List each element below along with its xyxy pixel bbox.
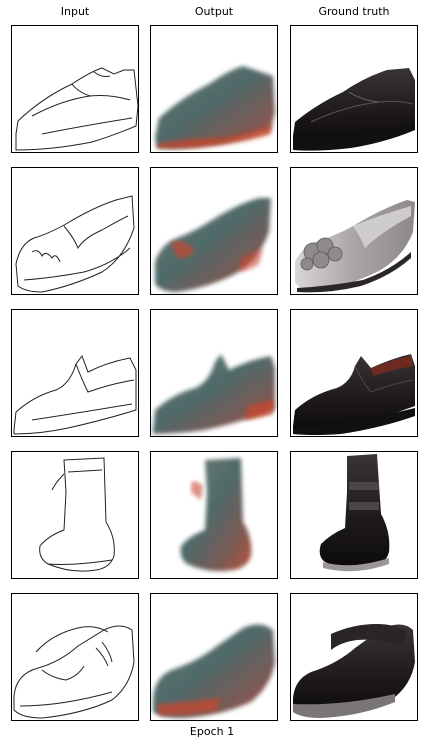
input-sketch-penny-loafer <box>11 309 139 437</box>
col-title-output: Output <box>194 5 234 18</box>
ground-truth-loafer-embellished <box>290 167 418 295</box>
ground-truth-penny-loafer <box>290 309 418 437</box>
input-sketch-loafer-embellished <box>11 167 139 295</box>
input-sketch-sneaker <box>11 593 139 721</box>
output-boot <box>150 451 278 579</box>
epoch-caption: Epoch 1 <box>189 725 235 738</box>
output-oxford <box>150 25 278 153</box>
col-title-ground-truth: Ground truth <box>318 5 390 18</box>
output-loafer-embellished <box>150 167 278 295</box>
ground-truth-boot <box>290 451 418 579</box>
ground-truth-oxford <box>290 25 418 153</box>
output-penny-loafer <box>150 309 278 437</box>
input-sketch-oxford <box>11 25 139 153</box>
col-title-input: Input <box>60 5 90 18</box>
input-sketch-boot <box>11 451 139 579</box>
ground-truth-sneaker <box>290 593 418 721</box>
output-sneaker <box>150 593 278 721</box>
